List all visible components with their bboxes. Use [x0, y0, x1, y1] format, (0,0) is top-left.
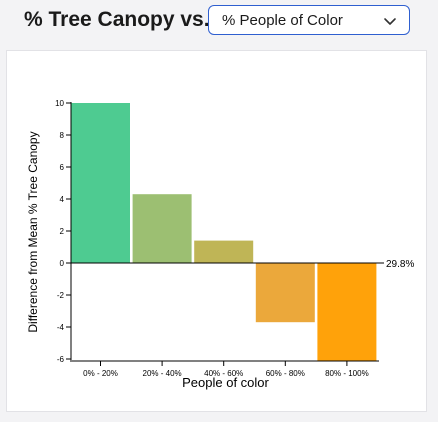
mean-baseline-label: 29.8%	[386, 259, 414, 270]
header: % Tree Canopy vs. % People of Color	[0, 0, 438, 44]
x-tick-label: 60% - 80%	[266, 369, 305, 378]
x-axis-title: People of color	[182, 375, 269, 390]
y-tick-label: 10	[55, 99, 64, 108]
y-tick-label: 4	[60, 195, 65, 204]
chart-bar	[255, 263, 315, 323]
y-tick-label: -2	[57, 291, 65, 300]
chart-bar	[71, 103, 130, 263]
x-tick-label: 0% - 20%	[83, 369, 118, 378]
x-tick-label: 20% - 40%	[143, 369, 182, 378]
y-tick-label: -6	[57, 355, 65, 364]
x-tick-label: 80% - 100%	[325, 369, 369, 378]
y-tick-label: 8	[60, 131, 65, 140]
page-title: % Tree Canopy vs.	[24, 8, 210, 31]
x-tick-label: 40% - 60%	[204, 369, 243, 378]
chart-panel: 10 8 6 4 2 0 -2 -4 -6 0% - 20% 20% - 40% 40% - 60% 6…	[6, 50, 427, 412]
y-tick-label: 6	[60, 163, 65, 172]
y-tick-label: -4	[57, 323, 65, 332]
comparison-select[interactable]: % People of Color	[208, 5, 410, 35]
y-axis-title: Difference from Mean % Tree Canopy	[26, 131, 40, 332]
y-tick-label: 0	[60, 259, 65, 268]
bar-chart: 10 8 6 4 2 0 -2 -4 -6 0% - 20% 20% - 40% 40% - 60% 6…	[26, 99, 414, 390]
chart-bar	[132, 194, 192, 263]
select-value: % People of Color	[222, 12, 343, 29]
y-tick-label: 2	[60, 227, 65, 236]
chart-bar	[194, 240, 254, 263]
chart-bar	[317, 263, 377, 361]
chevron-down-icon	[384, 18, 396, 25]
